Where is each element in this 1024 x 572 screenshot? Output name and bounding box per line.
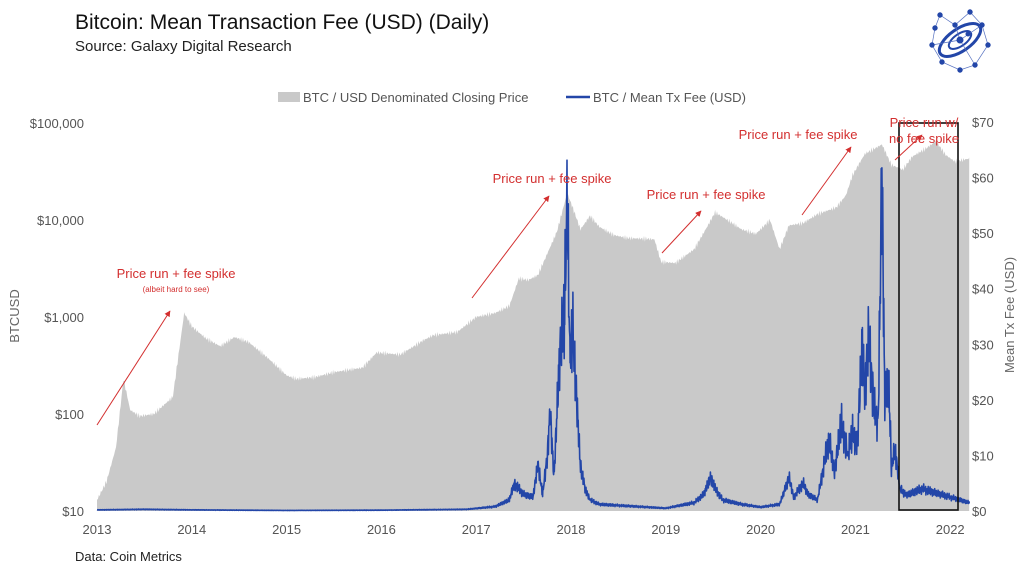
y-left-tick-label: $100,000: [30, 116, 84, 131]
y-left-tick-label: $100: [55, 407, 84, 422]
y-left-tick-label: $1,000: [44, 310, 84, 325]
annotation-text: Price run + fee spike: [117, 266, 236, 281]
annotation-2017: Price run + fee spike: [471, 171, 612, 299]
galaxy-logo: [929, 9, 991, 73]
annotation-text: Price run + fee spike: [739, 127, 858, 142]
x-tick-label: 2013: [83, 522, 112, 537]
y-right-tick-label: $0: [972, 504, 986, 519]
y-right-tick-label: $70: [972, 115, 994, 130]
y-right-tick-label: $30: [972, 337, 994, 352]
y-left-tick-label: $10,000: [37, 213, 84, 228]
x-tick-label: 2018: [557, 522, 586, 537]
y-right-tick-label: $60: [972, 171, 994, 186]
x-tick-label: 2016: [367, 522, 396, 537]
arrow-icon: [471, 195, 550, 299]
annotation-2021: Price run + fee spike: [739, 127, 858, 216]
arrow-icon: [801, 146, 852, 216]
annotation-text-2: no fee spike: [889, 131, 959, 146]
y-left-label: BTCUSD: [7, 289, 22, 342]
annotation-text: Price run w/: [890, 115, 959, 130]
highlight-box: [898, 122, 959, 511]
x-tick-label: 2015: [272, 522, 301, 537]
y-left-tick-label: $10: [62, 504, 84, 519]
arrow-icon: [894, 134, 923, 161]
annotation-text: Price run + fee spike: [493, 171, 612, 186]
annotation-2013: Price run + fee spike (albeit hard to se…: [96, 266, 236, 426]
x-tick-label: 2017: [462, 522, 491, 537]
price-area-series: [97, 139, 970, 511]
chart-subtitle: Source: Galaxy Digital Research: [75, 38, 292, 55]
annotation-2022: Price run w/ no fee spike: [889, 115, 959, 161]
legend-swatch-price: [278, 92, 300, 102]
x-tick-label: 2014: [177, 522, 206, 537]
chart-title: Bitcoin: Mean Transaction Fee (USD) (Dai…: [75, 11, 490, 34]
y-right-label: Mean Tx Fee (USD): [1002, 257, 1017, 373]
x-tick-label: 2022: [936, 522, 965, 537]
legend-label-fee: BTC / Mean Tx Fee (USD): [593, 90, 746, 105]
fee-line-series: [96, 159, 970, 512]
arrow-icon: [661, 210, 702, 254]
x-tick-label: 2021: [841, 522, 870, 537]
y-right-tick-label: $50: [972, 226, 994, 241]
y-right-tick-label: $10: [972, 448, 994, 463]
y-right-tick-label: $20: [972, 393, 994, 408]
x-tick-label: 2019: [651, 522, 680, 537]
annotation-2019: Price run + fee spike: [647, 187, 766, 254]
x-tick-label: 2020: [746, 522, 775, 537]
annotation-text: Price run + fee spike: [647, 187, 766, 202]
legend-label-price: BTC / USD Denominated Closing Price: [303, 90, 528, 105]
y-right-tick-label: $40: [972, 282, 994, 297]
arrow-icon: [96, 310, 171, 426]
annotation-note: (albeit hard to see): [143, 285, 210, 294]
data-source: Data: Coin Metrics: [75, 549, 182, 564]
